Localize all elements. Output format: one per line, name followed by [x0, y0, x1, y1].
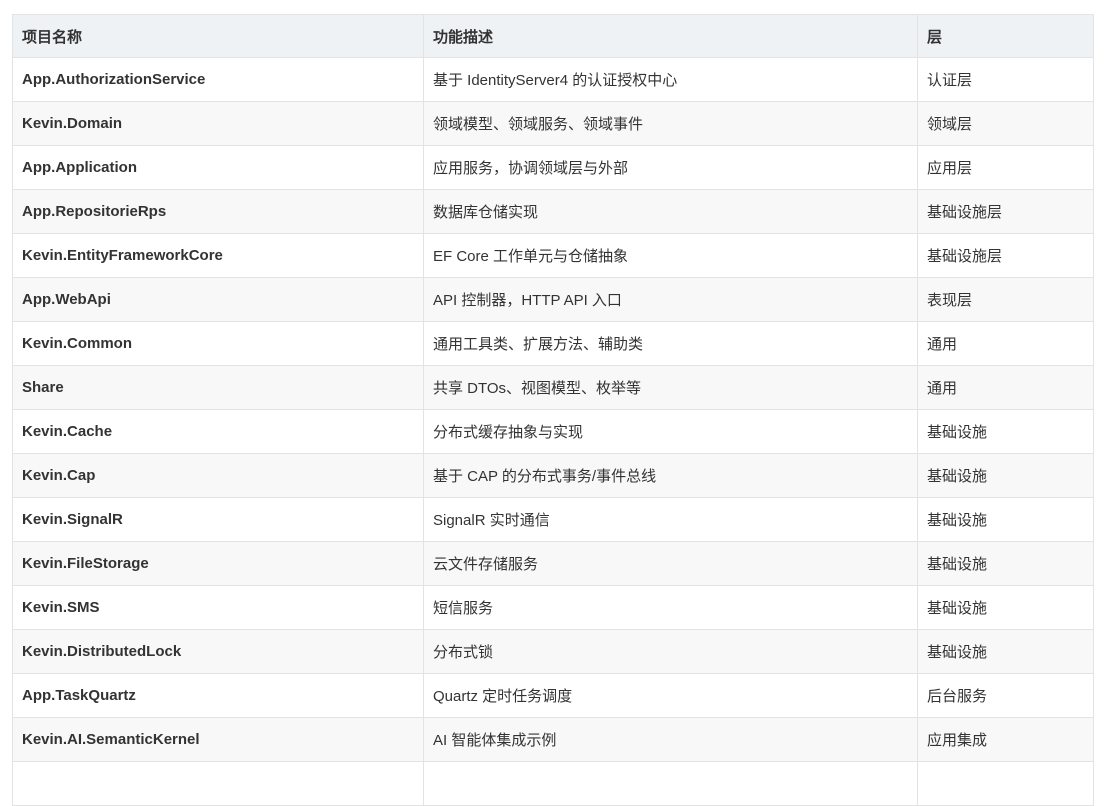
table-row: App.RepositorieRps 数据库仓储实现 基础设施层	[12, 189, 1094, 234]
cell-layer: 基础设施	[917, 453, 1094, 498]
cell-project-name: Kevin.DistributedLock	[12, 629, 424, 674]
header-project-name: 项目名称	[12, 14, 424, 58]
cell-project-name: Kevin.EntityFrameworkCore	[12, 233, 424, 278]
empty-cell	[423, 761, 918, 806]
table-row: Kevin.FileStorage 云文件存储服务 基础设施	[12, 541, 1094, 586]
cell-layer: 通用	[917, 365, 1094, 410]
cell-project-name: Kevin.SMS	[12, 585, 424, 630]
cell-layer: 通用	[917, 321, 1094, 366]
cell-project-name: App.WebApi	[12, 277, 424, 322]
cell-layer: 领域层	[917, 101, 1094, 146]
cell-description: 云文件存储服务	[423, 541, 918, 586]
header-layer: 层	[917, 14, 1094, 58]
cell-description: AI 智能体集成示例	[423, 717, 918, 762]
table-header-row: 项目名称 功能描述 层	[12, 14, 1094, 58]
cell-description: 通用工具类、扩展方法、辅助类	[423, 321, 918, 366]
cell-description: 应用服务，协调领域层与外部	[423, 145, 918, 190]
cell-layer: 应用集成	[917, 717, 1094, 762]
table-row: Kevin.DistributedLock 分布式锁 基础设施	[12, 629, 1094, 674]
cell-description: API 控制器，HTTP API 入口	[423, 277, 918, 322]
table-row: Share 共享 DTOs、视图模型、枚举等 通用	[12, 365, 1094, 410]
cell-description: 领域模型、领域服务、领域事件	[423, 101, 918, 146]
table-row: Kevin.AI.SemanticKernel AI 智能体集成示例 应用集成	[12, 717, 1094, 762]
cell-description: 基于 CAP 的分布式事务/事件总线	[423, 453, 918, 498]
table-row: Kevin.Cache 分布式缓存抽象与实现 基础设施	[12, 409, 1094, 454]
cell-project-name: Kevin.Domain	[12, 101, 424, 146]
empty-cell	[917, 761, 1094, 806]
cell-layer: 基础设施	[917, 541, 1094, 586]
table-row: Kevin.EntityFrameworkCore EF Core 工作单元与仓储…	[12, 233, 1094, 278]
cell-project-name: Kevin.AI.SemanticKernel	[12, 717, 424, 762]
cell-layer: 基础设施	[917, 585, 1094, 630]
cell-project-name: Share	[12, 365, 424, 410]
cell-project-name: Kevin.Cap	[12, 453, 424, 498]
cell-layer: 基础设施层	[917, 189, 1094, 234]
cell-layer: 基础设施层	[917, 233, 1094, 278]
cell-description: SignalR 实时通信	[423, 497, 918, 542]
project-table: 项目名称 功能描述 层 App.AuthorizationService 基于 I…	[12, 14, 1094, 806]
table-row: App.Application 应用服务，协调领域层与外部 应用层	[12, 145, 1094, 190]
cell-project-name: App.RepositorieRps	[12, 189, 424, 234]
cell-layer: 基础设施	[917, 497, 1094, 542]
table-row: Kevin.SignalR SignalR 实时通信 基础设施	[12, 497, 1094, 542]
empty-cell	[12, 761, 424, 806]
cell-layer: 基础设施	[917, 409, 1094, 454]
cell-layer: 基础设施	[917, 629, 1094, 674]
cell-description: 共享 DTOs、视图模型、枚举等	[423, 365, 918, 410]
table-row: Kevin.Common 通用工具类、扩展方法、辅助类 通用	[12, 321, 1094, 366]
cell-description: 分布式锁	[423, 629, 918, 674]
cell-project-name: App.TaskQuartz	[12, 673, 424, 718]
cell-project-name: Kevin.FileStorage	[12, 541, 424, 586]
cell-description: Quartz 定时任务调度	[423, 673, 918, 718]
cell-layer: 认证层	[917, 57, 1094, 102]
cell-layer: 应用层	[917, 145, 1094, 190]
cell-description: 基于 IdentityServer4 的认证授权中心	[423, 57, 918, 102]
table-row-partial	[12, 761, 1094, 806]
cell-description: 短信服务	[423, 585, 918, 630]
cell-layer: 后台服务	[917, 673, 1094, 718]
cell-project-name: Kevin.Common	[12, 321, 424, 366]
table-row: App.TaskQuartz Quartz 定时任务调度 后台服务	[12, 673, 1094, 718]
table-row: Kevin.SMS 短信服务 基础设施	[12, 585, 1094, 630]
cell-description: 数据库仓储实现	[423, 189, 918, 234]
cell-project-name: Kevin.SignalR	[12, 497, 424, 542]
cell-description: 分布式缓存抽象与实现	[423, 409, 918, 454]
table-row: Kevin.Domain 领域模型、领域服务、领域事件 领域层	[12, 101, 1094, 146]
header-description: 功能描述	[423, 14, 918, 58]
cell-project-name: App.AuthorizationService	[12, 57, 424, 102]
cell-project-name: Kevin.Cache	[12, 409, 424, 454]
cell-project-name: App.Application	[12, 145, 424, 190]
table-row: Kevin.Cap 基于 CAP 的分布式事务/事件总线 基础设施	[12, 453, 1094, 498]
table-row: App.WebApi API 控制器，HTTP API 入口 表现层	[12, 277, 1094, 322]
cell-layer: 表现层	[917, 277, 1094, 322]
table-row: App.AuthorizationService 基于 IdentityServe…	[12, 57, 1094, 102]
cell-description: EF Core 工作单元与仓储抽象	[423, 233, 918, 278]
